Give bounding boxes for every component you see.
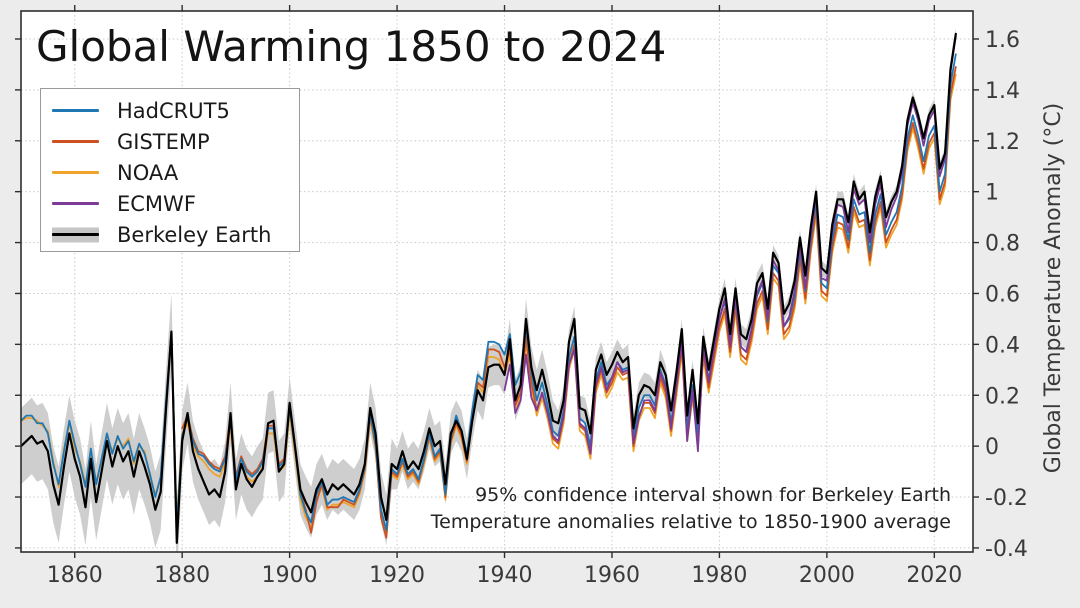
svg-text:-0.4: -0.4	[985, 537, 1028, 562]
svg-text:1.4: 1.4	[985, 79, 1020, 104]
svg-text:0: 0	[985, 435, 999, 460]
legend-label: ECMWF	[117, 191, 196, 216]
svg-text:1920: 1920	[369, 563, 425, 588]
legend-label: GISTEMP	[117, 129, 210, 154]
annotation-line-2: Temperature anomalies relative to 1850-1…	[430, 511, 951, 533]
y-axis-title: Global Temperature Anomaly (°C)	[1041, 102, 1066, 474]
svg-text:1: 1	[985, 181, 999, 206]
svg-text:1940: 1940	[477, 563, 533, 588]
legend-band-swatch	[52, 227, 99, 242]
legend-item-gistemp: GISTEMP	[41, 126, 299, 157]
legend-line-swatch	[52, 171, 99, 174]
legend-item-noaa: NOAA	[41, 157, 299, 188]
svg-text:1960: 1960	[584, 563, 640, 588]
svg-text:1860: 1860	[47, 563, 103, 588]
legend-line-swatch	[52, 202, 99, 205]
legend-item-ecmwf: ECMWF	[41, 188, 299, 219]
svg-text:0.6: 0.6	[985, 282, 1020, 307]
legend-label: HadCRUT5	[117, 98, 230, 123]
chart-title: Global Warming 1850 to 2024	[36, 22, 667, 71]
legend-line-swatch	[52, 140, 99, 143]
svg-text:1980: 1980	[691, 563, 747, 588]
svg-text:-0.2: -0.2	[985, 486, 1028, 511]
svg-text:0.2: 0.2	[985, 384, 1020, 409]
chart-annotation: 95% confidence interval shown for Berkel…	[431, 482, 951, 536]
svg-text:0.4: 0.4	[985, 333, 1020, 358]
annotation-line-1: 95% confidence interval shown for Berkel…	[475, 484, 951, 506]
svg-text:2000: 2000	[799, 563, 855, 588]
legend-label: Berkeley Earth	[117, 222, 272, 247]
legend-line-swatch	[52, 109, 99, 112]
legend-label: NOAA	[117, 160, 179, 185]
svg-text:2020: 2020	[906, 563, 962, 588]
legend-item-berkeley-earth: Berkeley Earth	[41, 219, 299, 250]
svg-text:1880: 1880	[154, 563, 210, 588]
legend-item-hadcrut5: HadCRUT5	[41, 95, 299, 126]
svg-text:1900: 1900	[262, 563, 318, 588]
svg-text:1.2: 1.2	[985, 130, 1020, 155]
legend-box: HadCRUT5 GISTEMP NOAA ECMWF Berkeley Ear…	[40, 88, 300, 252]
svg-text:0.8: 0.8	[985, 232, 1020, 257]
svg-text:1.6: 1.6	[985, 28, 1020, 53]
